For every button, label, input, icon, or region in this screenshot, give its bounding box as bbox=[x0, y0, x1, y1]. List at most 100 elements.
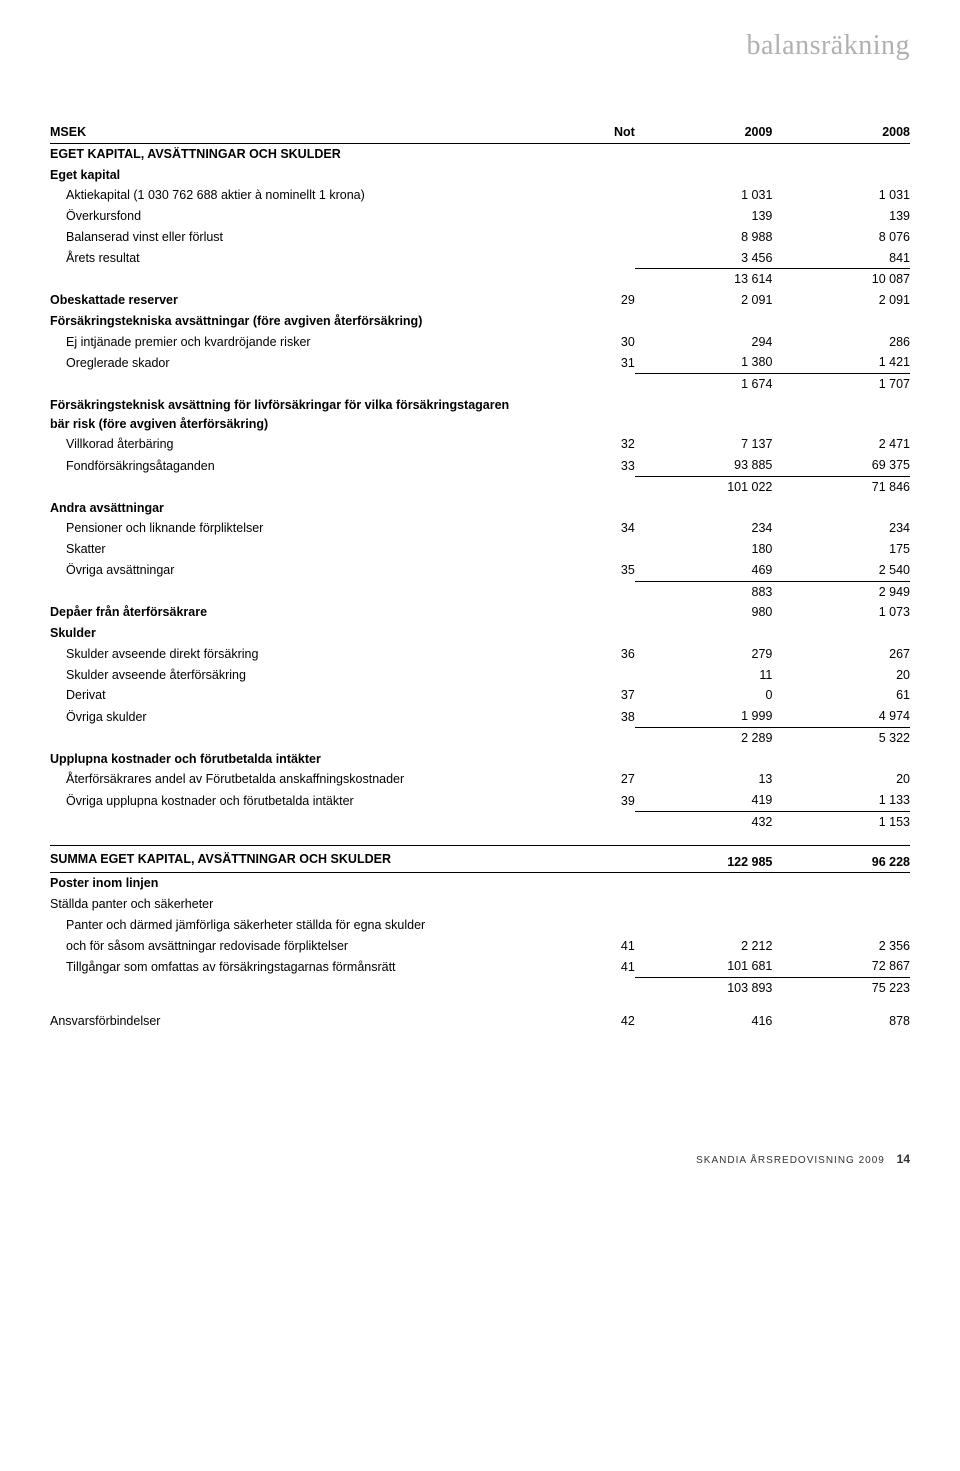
cell-label: Ansvarsförbindelser bbox=[50, 1011, 532, 1032]
cell-label: Ställda panter och säkerheter bbox=[50, 894, 532, 915]
ek-title: Eget kapital bbox=[50, 165, 532, 186]
cell-2008: 175 bbox=[772, 539, 910, 560]
table-row: Övriga upplupna kostnader och förutbetal… bbox=[50, 790, 910, 811]
cell-label: Ej intjänade premier och kvardröjande ri… bbox=[50, 332, 532, 353]
table-row: Oreglerade skador 31 1 380 1 421 bbox=[50, 352, 910, 373]
hdr-msek: MSEK bbox=[50, 122, 532, 143]
cell-2009: 279 bbox=[635, 644, 773, 665]
cell-not: 33 bbox=[532, 455, 635, 476]
cell-2008: 61 bbox=[772, 685, 910, 706]
cell-2008: 2 356 bbox=[772, 936, 910, 957]
cell-not: 30 bbox=[532, 332, 635, 353]
table-row: Tillgångar som omfattas av försäkringsta… bbox=[50, 956, 910, 977]
cell-2009: 13 614 bbox=[635, 269, 773, 290]
cell-2008: 267 bbox=[772, 644, 910, 665]
pil-head: Poster inom linjen bbox=[50, 873, 910, 894]
cell-label: Pensioner och liknande förpliktelser bbox=[50, 518, 532, 539]
table-row: Depåer från återförsäkrare 980 1 073 bbox=[50, 602, 910, 623]
uk-title: Upplupna kostnader och förutbetalda intä… bbox=[50, 749, 532, 770]
cell-2008: 20 bbox=[772, 665, 910, 686]
cell-not: 36 bbox=[532, 644, 635, 665]
cell-2008: 841 bbox=[772, 248, 910, 269]
cell-2009: 1 999 bbox=[635, 706, 773, 727]
table-row: Panter och därmed jämförliga säkerheter … bbox=[50, 915, 910, 936]
cell-2008: 1 133 bbox=[772, 790, 910, 811]
cell-2008: 2 471 bbox=[772, 434, 910, 455]
cell-2008: 8 076 bbox=[772, 227, 910, 248]
table-row: Ej intjänade premier och kvardröjande ri… bbox=[50, 332, 910, 353]
cell-label: Skulder avseende direkt försäkring bbox=[50, 644, 532, 665]
cell-2009: 883 bbox=[635, 581, 773, 602]
cell-2009: 7 137 bbox=[635, 434, 773, 455]
summa-row: SUMMA EGET KAPITAL, AVSÄTTNINGAR OCH SKU… bbox=[50, 845, 910, 873]
section-title: EGET KAPITAL, AVSÄTTNINGAR OCH SKULDER bbox=[50, 143, 532, 164]
cell-2008: 1 421 bbox=[772, 352, 910, 373]
cell-not: 31 bbox=[532, 352, 635, 373]
cell-2008: 139 bbox=[772, 206, 910, 227]
cell-label: Depåer från återförsäkrare bbox=[50, 602, 532, 623]
cell-label: Villkorad återbäring bbox=[50, 434, 532, 455]
cell-2009: 2 212 bbox=[635, 936, 773, 957]
cell-2009: 122 985 bbox=[635, 845, 773, 873]
subtotal-row: 13 614 10 087 bbox=[50, 269, 910, 290]
cell-2008: 286 bbox=[772, 332, 910, 353]
table-row: och för såsom avsättningar redovisade fö… bbox=[50, 936, 910, 957]
hdr-not: Not bbox=[532, 122, 635, 143]
cell-2008: 72 867 bbox=[772, 956, 910, 977]
cell-label: Obeskattade reserver bbox=[50, 290, 532, 311]
cell-2008: 1 153 bbox=[772, 811, 910, 832]
cell-2008: 878 bbox=[772, 1011, 910, 1032]
section-title-row: EGET KAPITAL, AVSÄTTNINGAR OCH SKULDER bbox=[50, 143, 910, 164]
cell-label: Övriga upplupna kostnader och förutbetal… bbox=[50, 790, 532, 811]
table-row: Balanserad vinst eller förlust 8 988 8 0… bbox=[50, 227, 910, 248]
subtotal-row: 101 022 71 846 bbox=[50, 476, 910, 497]
cell-2009: 180 bbox=[635, 539, 773, 560]
table-row: Skulder avseende återförsäkring 11 20 bbox=[50, 665, 910, 686]
cell-not: 27 bbox=[532, 769, 635, 790]
balance-table: MSEK Not 2009 2008 EGET KAPITAL, AVSÄTTN… bbox=[50, 122, 910, 1032]
cell-label: Övriga skulder bbox=[50, 706, 532, 727]
sk-title: Skulder bbox=[50, 623, 532, 644]
subtotal-row: 432 1 153 bbox=[50, 811, 910, 832]
cell-2009: 103 893 bbox=[635, 978, 773, 999]
table-row: Obeskattade reserver 29 2 091 2 091 bbox=[50, 290, 910, 311]
cell-2009: 93 885 bbox=[635, 455, 773, 476]
aa-title: Andra avsättningar bbox=[50, 498, 532, 519]
table-row: Årets resultat 3 456 841 bbox=[50, 248, 910, 269]
cell-label: Återförsäkrares andel av Förutbetalda an… bbox=[50, 769, 532, 790]
cell-2009: 419 bbox=[635, 790, 773, 811]
footer-text: SKANDIA ÅRSREDOVISNING 2009 bbox=[696, 1155, 885, 1166]
aa-head: Andra avsättningar bbox=[50, 498, 910, 519]
cell-2009: 1 031 bbox=[635, 185, 773, 206]
sk-head: Skulder bbox=[50, 623, 910, 644]
cell-not: 39 bbox=[532, 790, 635, 811]
table-row: Ansvarsförbindelser 42 416 878 bbox=[50, 1011, 910, 1032]
cell-2009: 8 988 bbox=[635, 227, 773, 248]
cell-not: 42 bbox=[532, 1011, 635, 1032]
fta-title: Försäkringstekniska avsättningar (före a… bbox=[50, 311, 532, 332]
cell-2009: 234 bbox=[635, 518, 773, 539]
cell-not: 34 bbox=[532, 518, 635, 539]
table-row: Återförsäkrares andel av Förutbetalda an… bbox=[50, 769, 910, 790]
subtotal-row: 103 893 75 223 bbox=[50, 978, 910, 999]
cell-2009: 3 456 bbox=[635, 248, 773, 269]
table-header-row: MSEK Not 2009 2008 bbox=[50, 122, 910, 143]
cell-2008: 1 073 bbox=[772, 602, 910, 623]
page-footer: SKANDIA ÅRSREDOVISNING 2009 14 bbox=[50, 1152, 910, 1166]
cell-not: 38 bbox=[532, 706, 635, 727]
cell-2008: 234 bbox=[772, 518, 910, 539]
pil-title: Poster inom linjen bbox=[50, 873, 532, 894]
cell-not: 37 bbox=[532, 685, 635, 706]
cell-2009: 2 289 bbox=[635, 727, 773, 748]
page-title: balansräkning bbox=[50, 30, 910, 62]
subtotal-row: 883 2 949 bbox=[50, 581, 910, 602]
cell-2009: 101 022 bbox=[635, 476, 773, 497]
cell-2008: 20 bbox=[772, 769, 910, 790]
cell-2009: 139 bbox=[635, 206, 773, 227]
eget-kapital-head: Eget kapital bbox=[50, 165, 910, 186]
cell-label: Överkursfond bbox=[50, 206, 532, 227]
cell-not: 35 bbox=[532, 560, 635, 581]
cell-2009: 416 bbox=[635, 1011, 773, 1032]
cell-not: 41 bbox=[532, 956, 635, 977]
cell-2009: 0 bbox=[635, 685, 773, 706]
